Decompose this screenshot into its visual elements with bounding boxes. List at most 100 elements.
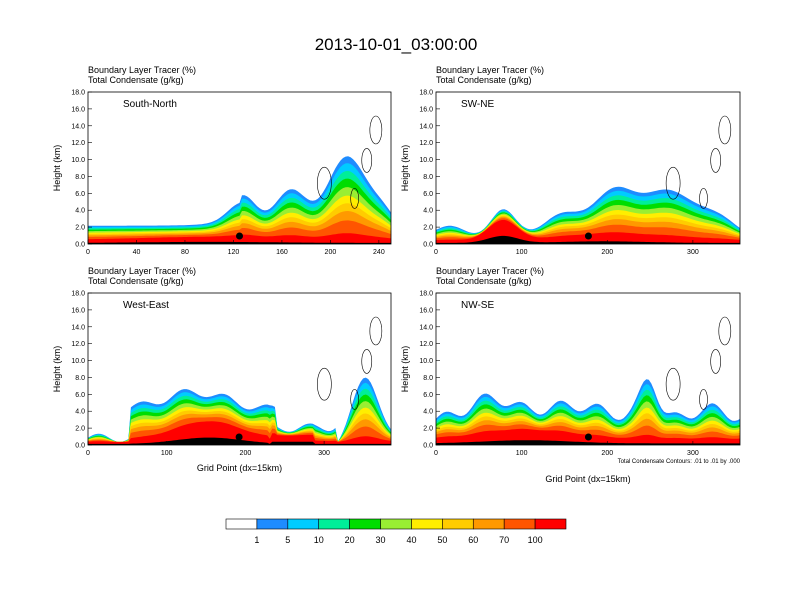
condensate-contour [361, 148, 373, 173]
y-tick-label: 12.0 [71, 140, 85, 147]
location-marker [235, 433, 243, 441]
y-tick-label: 6.0 [423, 191, 433, 198]
y-tick-label: 18.0 [419, 90, 433, 97]
x-tick-label: 80 [181, 249, 189, 256]
x-tick-label: 300 [318, 450, 330, 457]
x-tick-label: 100 [516, 249, 528, 256]
condensate-contour [718, 316, 732, 346]
plot-frame [87, 292, 392, 446]
colorbar-swatch [318, 518, 350, 530]
y-tick-label: 6.0 [423, 392, 433, 399]
x-tick-label: 160 [276, 249, 288, 256]
section-label: South-North [123, 99, 177, 110]
plot-frame [435, 292, 741, 446]
y-tick-label: 4.0 [75, 208, 85, 215]
colorbar-swatch [380, 518, 412, 530]
colorbar-label: 60 [468, 535, 478, 545]
y-tick-label: 12.0 [419, 341, 433, 348]
colorbar-swatch [472, 518, 505, 530]
condensate-contour [699, 188, 708, 209]
panel-subtitle-1: Boundary Layer Tracer (%) [436, 65, 544, 75]
colorbar-label: 50 [437, 535, 447, 545]
y-tick-label: 6.0 [75, 392, 85, 399]
y-tick-label: 10.0 [71, 157, 85, 164]
colorbar-swatch [442, 518, 474, 530]
condensate-contour [369, 115, 383, 145]
x-tick-label: 300 [687, 249, 699, 256]
level-band-10 [88, 421, 391, 445]
y-axis-label: Height (km) [52, 346, 62, 393]
y-tick-label: 12.0 [419, 140, 433, 147]
panel-subtitle-1: Boundary Layer Tracer (%) [436, 266, 544, 276]
condensate-contour [317, 166, 332, 200]
y-tick-label: 2.0 [423, 225, 433, 232]
tracer-field [88, 115, 391, 244]
condensate-contour [710, 349, 721, 374]
y-tick-label: 18.0 [419, 291, 433, 298]
location-marker [236, 232, 243, 240]
y-tick-label: 8.0 [75, 375, 85, 382]
page-title: 2013-10-01_03:00:00 [315, 35, 478, 54]
colorbar-label: 30 [376, 535, 386, 545]
contour-note: Total Condensate Contours: .01 to .01 by… [618, 459, 741, 465]
y-tick-label: 8.0 [75, 174, 85, 181]
y-tick-label: 0.0 [75, 443, 85, 450]
x-tick-label: 0 [434, 450, 438, 457]
y-tick-label: 4.0 [423, 208, 433, 215]
condensate-contour [710, 148, 721, 173]
condensate-contour [718, 115, 732, 145]
panel-subtitle-1: Boundary Layer Tracer (%) [88, 65, 196, 75]
x-tick-label: 120 [228, 249, 240, 256]
y-tick-label: 14.0 [71, 123, 85, 130]
terrain [436, 440, 740, 445]
panel-subtitle-2: Total Condensate (g/kg) [436, 75, 532, 85]
tracer-field [436, 316, 740, 445]
condensate-contour [350, 188, 359, 209]
x-tick-label: 200 [325, 249, 337, 256]
y-tick-label: 16.0 [71, 106, 85, 113]
y-axis-label: Height (km) [52, 145, 62, 192]
panel-subtitle-2: Total Condensate (g/kg) [436, 276, 532, 286]
y-tick-label: 18.0 [71, 291, 85, 298]
y-tick-label: 14.0 [419, 123, 433, 130]
tracer-field [88, 316, 391, 445]
colorbar-swatch [534, 518, 567, 530]
y-tick-label: 16.0 [419, 307, 433, 314]
x-axis-label: Grid Point (dx=15km) [197, 463, 282, 473]
x-tick-label: 300 [687, 450, 699, 457]
section-label: NW-SE [461, 300, 494, 311]
x-tick-label: 200 [601, 249, 613, 256]
x-tick-label: 0 [86, 450, 90, 457]
y-tick-label: 18.0 [71, 90, 85, 97]
x-tick-label: 100 [516, 450, 528, 457]
condensate-contour [369, 316, 383, 346]
y-tick-label: 12.0 [71, 341, 85, 348]
y-axis-label: Height (km) [400, 145, 410, 192]
panel-subtitle-1: Boundary Layer Tracer (%) [88, 266, 196, 276]
x-tick-label: 100 [161, 450, 173, 457]
colorbar-label: 40 [406, 535, 416, 545]
condensate-contour [350, 389, 359, 410]
colorbar-label: 20 [345, 535, 355, 545]
colorbar-label: 10 [314, 535, 324, 545]
colorbar-label: 5 [285, 535, 290, 545]
plot-frame [87, 91, 392, 245]
panel-4: Boundary Layer Tracer (%)Total Condensat… [400, 266, 741, 484]
condensate-contour [665, 166, 681, 200]
colorbar-swatch [349, 518, 381, 530]
panel-2: Boundary Layer Tracer (%)Total Condensat… [400, 65, 741, 256]
colorbar-swatch [411, 518, 443, 530]
panel-3: Boundary Layer Tracer (%)Total Condensat… [52, 266, 392, 473]
colorbar-swatch [503, 518, 536, 530]
terrain [88, 241, 391, 244]
y-tick-label: 14.0 [419, 324, 433, 331]
terrain [436, 235, 740, 244]
y-tick-label: 4.0 [423, 409, 433, 416]
x-tick-label: 0 [434, 249, 438, 256]
x-tick-label: 200 [601, 450, 613, 457]
y-tick-label: 16.0 [419, 106, 433, 113]
y-tick-label: 10.0 [71, 358, 85, 365]
location-marker [584, 232, 592, 240]
panel-subtitle-2: Total Condensate (g/kg) [88, 75, 184, 85]
